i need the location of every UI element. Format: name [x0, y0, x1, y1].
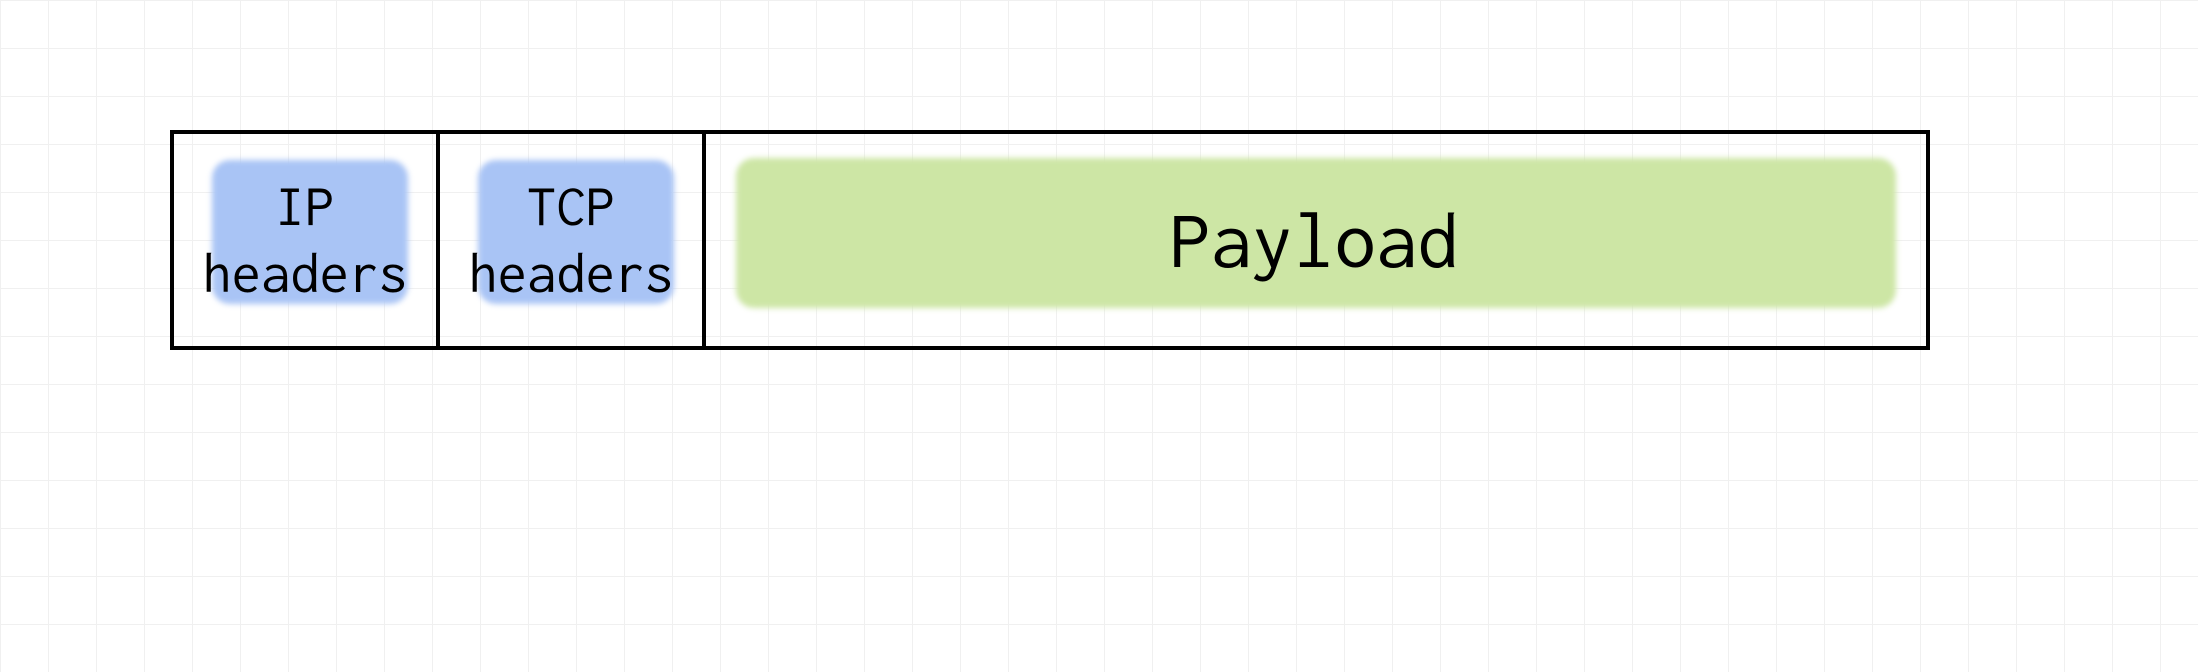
segment-ip-headers: IP headers [174, 134, 440, 346]
payload-label: Payload [1169, 192, 1458, 287]
tcp-headers-label: TCP headers [468, 173, 673, 308]
segment-payload: Payload [706, 134, 1922, 346]
segment-tcp-headers: TCP headers [440, 134, 706, 346]
packet-diagram: IP headers TCP headers Payload [170, 130, 1930, 350]
ip-headers-label: IP headers [202, 173, 407, 308]
